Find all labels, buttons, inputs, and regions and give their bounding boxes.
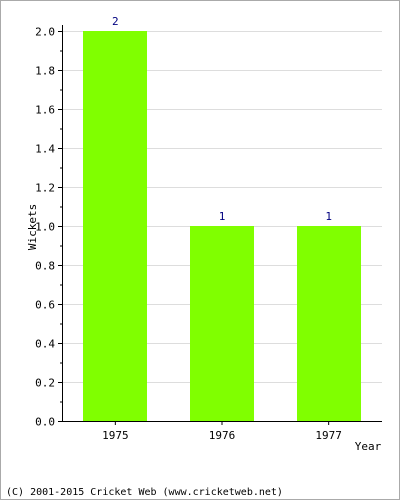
y-tick-label-2: 0.4 — [35, 338, 55, 351]
y-tick-label-1: 0.2 — [35, 377, 55, 390]
bars — [83, 31, 361, 421]
y-tick-label-5: 1.0 — [35, 221, 55, 234]
x-tick-label-1975: 1975 — [102, 429, 129, 442]
data-label-1977: 1 — [325, 210, 332, 223]
x-tick-label-1976: 1976 — [209, 429, 236, 442]
y-tick-label-3: 0.6 — [35, 299, 55, 312]
bar-1975 — [83, 31, 147, 421]
labels: 2 1 1 0.0 0.2 0.4 0.6 0.8 1.0 1.2 1.4 1.6 1.8 2.0 1975… — [35, 15, 342, 442]
x-tick-label-1977: 1977 — [315, 429, 342, 442]
bar-1976 — [190, 226, 254, 421]
copyright-footer: (C) 2001-2015 Cricket Web (www.cricketwe… — [6, 487, 283, 498]
y-axis-title: Wickets — [26, 204, 39, 250]
y-tick-label-9: 1.8 — [35, 65, 55, 78]
x-axis-title: Year — [355, 440, 382, 453]
bar-1977 — [297, 226, 361, 421]
axes — [58, 25, 382, 425]
data-label-1976: 1 — [219, 210, 226, 223]
y-tick-label-4: 0.8 — [35, 260, 55, 273]
data-label-1975: 2 — [112, 15, 119, 28]
y-tick-label-8: 1.6 — [35, 104, 55, 117]
y-tick-label-0: 0.0 — [35, 416, 55, 429]
y-tick-label-7: 1.4 — [35, 143, 55, 156]
y-tick-label-6: 1.2 — [35, 182, 55, 195]
y-tick-label-10: 2.0 — [35, 26, 55, 39]
